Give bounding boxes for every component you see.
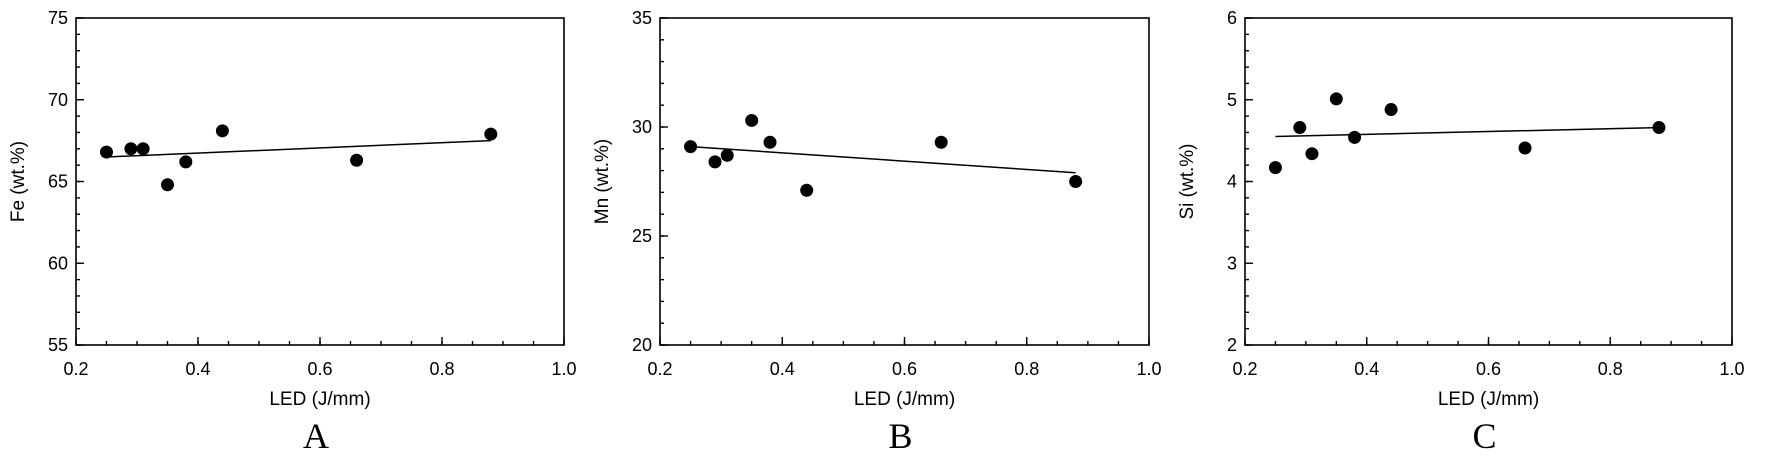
data-point xyxy=(100,145,113,159)
y-tick-label: 55 xyxy=(48,335,68,355)
x-tick-label: 0.4 xyxy=(185,359,210,379)
y-tick-label: 3 xyxy=(1227,253,1237,273)
panel-a: 0.2 0.4 0.6 0.8 1.0 55 60 65 70 75 LED (J/mm) Fe (w… xyxy=(8,8,577,456)
panel-c: 0.2 0.4 0.6 0.8 1.0 2 3 4 5 6 LED (J/mm) Si (wt.%) C xyxy=(1177,8,1745,456)
y-axis-label: Fe (wt.%) xyxy=(8,141,29,222)
data-point xyxy=(350,153,364,167)
panel-b: 0.2 0.4 0.6 0.8 1.0 20 25 30 35 LED (J/mm) Mn (wt.… xyxy=(592,8,1162,456)
x-tick-label: 0.8 xyxy=(1598,359,1623,379)
trendline xyxy=(106,139,491,158)
y-tick-label: 30 xyxy=(632,117,652,137)
y-tick-label: 2 xyxy=(1227,335,1237,355)
plot-frame xyxy=(1244,17,1733,346)
y-tick-label: 5 xyxy=(1227,90,1237,110)
data-point xyxy=(708,155,722,169)
data-point xyxy=(179,155,193,169)
panel-letter: A xyxy=(303,416,329,456)
y-tick-label: 65 xyxy=(48,172,68,192)
x-axis-label: LED (J/mm) xyxy=(1438,389,1539,410)
data-point xyxy=(215,124,229,138)
x-tick-label: 1.0 xyxy=(1136,359,1161,379)
data-point xyxy=(745,113,759,127)
data-point xyxy=(720,148,734,162)
x-tick-label: 0.8 xyxy=(1014,359,1039,379)
data-point xyxy=(1384,103,1398,117)
x-axis-label: LED (J/mm) xyxy=(854,389,955,410)
panel-letter: C xyxy=(1472,416,1496,456)
trendline xyxy=(690,145,1076,174)
y-tick-label: 70 xyxy=(48,90,68,110)
panel-letter: B xyxy=(888,416,912,456)
y-axis-label: Mn (wt.%) xyxy=(592,139,613,225)
data-point xyxy=(934,135,948,149)
data-point xyxy=(1268,161,1282,175)
data-point xyxy=(1348,130,1362,144)
y-tick-label: 75 xyxy=(48,8,68,28)
y-tick-label: 25 xyxy=(632,226,652,246)
x-tick-label: 0.6 xyxy=(892,359,917,379)
x-tick-label: 1.0 xyxy=(1719,359,1744,379)
data-point xyxy=(800,183,814,197)
data-point xyxy=(484,127,498,141)
y-tick-label: 60 xyxy=(48,253,68,273)
x-tick-label: 0.2 xyxy=(1232,359,1257,379)
y-tick-label: 20 xyxy=(632,335,652,355)
data-point xyxy=(763,135,777,149)
plot-frame xyxy=(75,17,565,346)
x-tick-label: 0.4 xyxy=(1354,359,1379,379)
data-point xyxy=(1652,121,1666,135)
data-point xyxy=(1293,121,1307,135)
data-point xyxy=(161,178,174,192)
data-point xyxy=(684,140,698,154)
x-tick-label: 0.2 xyxy=(63,359,88,379)
data-point xyxy=(1518,141,1532,155)
y-tick-label: 35 xyxy=(632,8,652,28)
data-point xyxy=(1069,175,1083,188)
x-tick-label: 0.8 xyxy=(429,359,454,379)
y-tick-label: 6 xyxy=(1227,8,1237,28)
x-tick-label: 0.6 xyxy=(1476,359,1501,379)
x-tick-label: 0.4 xyxy=(770,359,795,379)
x-axis-label: LED (J/mm) xyxy=(269,389,370,410)
trendline xyxy=(1275,126,1659,138)
y-axis-label: Si (wt.%) xyxy=(1177,144,1198,220)
x-tick-label: 1.0 xyxy=(551,359,576,379)
x-tick-label: 0.2 xyxy=(647,359,672,379)
data-point xyxy=(136,142,150,156)
data-point xyxy=(124,142,138,156)
data-point xyxy=(1329,92,1343,106)
x-tick-label: 0.6 xyxy=(307,359,332,379)
data-point xyxy=(1305,147,1319,161)
y-tick-label: 4 xyxy=(1227,172,1237,192)
